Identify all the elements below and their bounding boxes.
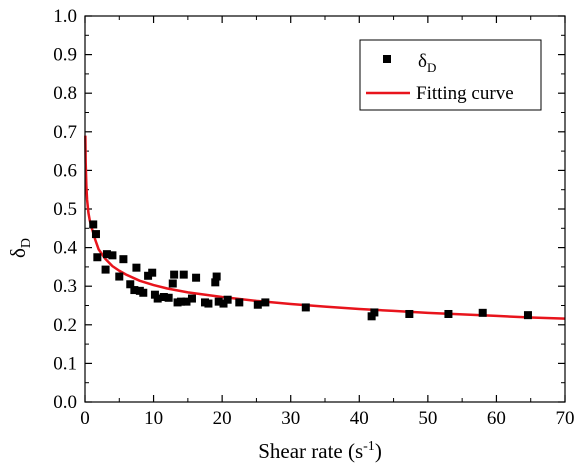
data-point [153, 294, 162, 303]
data-point [301, 303, 310, 312]
y-tick-label: 0.3 [53, 276, 77, 297]
x-tick-label: 30 [281, 408, 300, 429]
x-tick-label: 60 [487, 408, 506, 429]
data-point [164, 293, 173, 302]
data-point [182, 297, 191, 306]
data-point [170, 270, 179, 279]
data-point [139, 288, 148, 297]
data-point [119, 255, 128, 264]
x-tick-label: 40 [350, 408, 369, 429]
x-axis-label-tail: ) [375, 439, 382, 463]
y-axis-label-symbol: δ [6, 248, 30, 258]
data-point [91, 230, 100, 239]
data-point [108, 251, 117, 260]
y-tick-label: 0.0 [53, 392, 77, 413]
svg-text:δD: δD [6, 238, 34, 258]
x-axis-label: Shear rate (s-1) [258, 439, 382, 463]
data-point [444, 309, 453, 318]
x-tick-label: 20 [213, 408, 232, 429]
y-axis-label-subscript: D [19, 238, 34, 248]
data-point [168, 279, 177, 288]
data-point [478, 308, 487, 317]
x-axis-label-main: Shear rate (s [258, 439, 363, 463]
legend: δD Fitting curve [359, 39, 542, 111]
data-point [187, 294, 196, 303]
legend-label-delta-subscript: D [427, 60, 436, 75]
data-point [159, 293, 168, 302]
y-tick-label: 0.9 [53, 45, 77, 66]
y-tick-label: 0.1 [53, 353, 77, 374]
data-point [102, 250, 111, 259]
data-point [115, 272, 124, 281]
y-tick-label: 1.0 [53, 6, 77, 27]
data-point [219, 299, 228, 308]
data-point [223, 295, 232, 304]
data-point [523, 311, 532, 320]
legend-label-fitting-curve: Fitting curve [416, 83, 514, 104]
data-point [126, 280, 135, 289]
x-axis-label-superscript: -1 [363, 439, 375, 454]
data-point [261, 298, 270, 307]
y-tick-label: 0.8 [53, 83, 77, 104]
data-point [405, 309, 414, 318]
data-point [211, 278, 220, 287]
data-point [235, 298, 244, 307]
data-point [253, 300, 262, 309]
y-axis-label: δD [6, 238, 34, 258]
data-point [132, 263, 141, 272]
legend-marker-square [383, 55, 391, 63]
data-point [204, 299, 213, 308]
plot-frame [84, 15, 566, 403]
y-tick-label: 0.5 [53, 199, 77, 220]
data-point [144, 271, 153, 280]
legend-label-delta: δD [418, 51, 436, 75]
y-tick-label: 0.7 [53, 122, 77, 143]
data-point [130, 286, 139, 295]
data-point [212, 272, 221, 281]
data-point [192, 273, 201, 282]
plot-area: 0 10 20 30 40 50 60 70 0.0 0.1 0.2 0.3 0.4 0.5 0.6 0.7 0… [53, 6, 574, 429]
data-point [101, 265, 110, 274]
data-point [93, 253, 102, 262]
data-point [148, 268, 157, 277]
x-tick-label: 50 [418, 408, 437, 429]
y-tick-label: 0.4 [53, 238, 77, 259]
data-point [89, 220, 98, 229]
x-tick-label: 0 [80, 408, 90, 429]
x-tick-label: 70 [556, 408, 575, 429]
data-point [214, 297, 223, 306]
y-tick-label: 0.2 [53, 315, 77, 336]
legend-frame [359, 39, 542, 111]
legend-label-delta-main: δ [418, 51, 427, 72]
data-point [177, 297, 185, 306]
data-point [370, 308, 379, 317]
x-tick-label: 10 [144, 408, 163, 429]
y-tick-label: 0.6 [53, 160, 77, 181]
data-point [179, 270, 188, 279]
